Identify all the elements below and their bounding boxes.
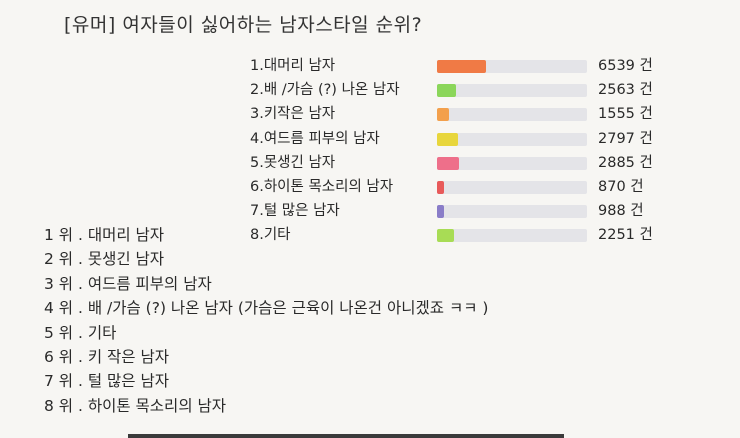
bar-label: 6.하이톤 목소리의 남자 (250, 179, 394, 195)
bar (437, 132, 458, 146)
ranking-item: 5 위 . 기타 (44, 323, 117, 342)
bar-track (437, 60, 587, 73)
chart-row: 1.대머리 남자 6539 건 (0, 55, 740, 77)
bar (437, 108, 449, 122)
ranking-item: 4 위 . 배 /가슴 (?) 나온 남자 (가슴은 근육이 나온건 아니겠죠 … (44, 299, 489, 318)
bar (437, 84, 457, 98)
ranking-item: 7 위 . 털 많은 남자 (44, 372, 169, 391)
ranking-item: 1 위 . 대머리 남자 (44, 226, 165, 244)
chart-row: 5.못생긴 남자 2885 건 (0, 152, 740, 174)
chart-row: 4.여드름 피부의 남자 2797 건 (0, 128, 740, 150)
bar-track (437, 156, 587, 170)
bar (437, 205, 445, 219)
chart-row: 6.하이톤 목소리의 남자 870 건 (0, 176, 740, 198)
chart-row: 2.배 /가슴 (?) 나온 남자 2563 건 (0, 79, 740, 101)
bar (437, 181, 444, 194)
bar-track (437, 181, 587, 194)
ranking-item: 3 위 . 여드름 피부의 남자 (44, 274, 212, 293)
bar-label: 4.여드름 피부의 남자 (250, 130, 380, 147)
bar-track (437, 229, 587, 243)
bar-track (437, 205, 587, 219)
ranking-item: 2 위 . 못생긴 남자 (44, 250, 165, 269)
bar-label: 3.키작은 남자 (250, 106, 336, 123)
bar-label: 2.배 /가슴 (?) 나온 남자 (250, 82, 400, 99)
bar-label: 8.기타 (250, 227, 291, 244)
bar-chart: 1.대머리 남자 6539 건 2.배 /가슴 (?) 나온 남자 2563 건 3.키… (0, 55, 740, 246)
bar-track (437, 84, 587, 98)
bar-value: 2797 건 (598, 130, 653, 147)
bar-value: 2885 건 (598, 154, 653, 171)
page-title: [유머] 여자들이 싫어하는 남자스타일 순위? (64, 14, 423, 36)
bar (437, 156, 459, 170)
bar (437, 229, 454, 243)
bar-value: 870 건 (598, 179, 644, 195)
bar-value: 2563 건 (598, 82, 653, 99)
chart-row: 3.키작은 남자 1555 건 (0, 103, 740, 125)
ranking-item: 8 위 . 하이톤 목소리의 남자 (44, 396, 227, 415)
ranking-item: 6 위 . 키 작은 남자 (44, 347, 169, 366)
bar-value: 1555 건 (598, 106, 653, 123)
bar-value: 988 건 (598, 203, 644, 220)
bar-value: 6539 건 (598, 58, 653, 74)
bar-label: 7.털 많은 남자 (250, 203, 340, 220)
ranking-list: 1 위 . 대머리 남자 2 위 . 못생긴 남자 3 위 . 여드름 피부의 … (44, 223, 734, 418)
bar-value: 2251 건 (598, 227, 653, 244)
chart-row: 8.기타 2251 건 (0, 224, 740, 246)
bar-label: 1.대머리 남자 (250, 58, 336, 74)
divider (128, 434, 564, 438)
chart-row: 7.털 많은 남자 988 건 (0, 200, 740, 222)
bar (437, 60, 487, 73)
bar-label: 5.못생긴 남자 (250, 154, 336, 171)
bar-track (437, 132, 587, 146)
bar-track (437, 108, 587, 122)
